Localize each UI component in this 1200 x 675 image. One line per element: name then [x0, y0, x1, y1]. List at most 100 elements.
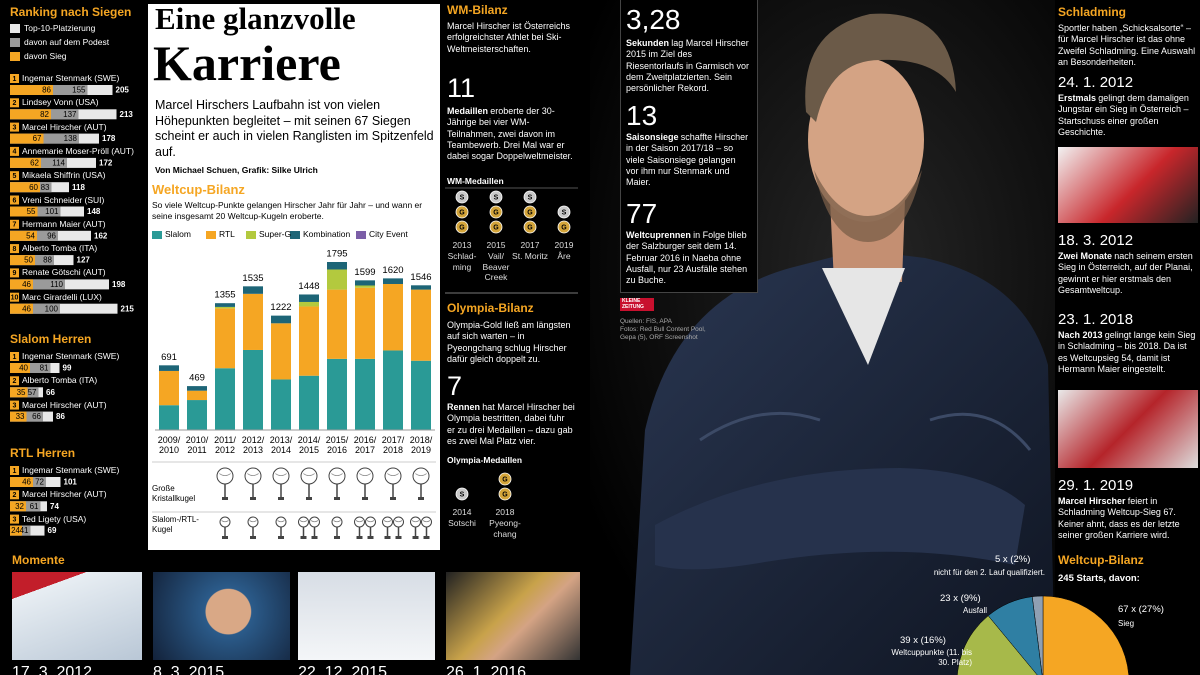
globe-pattern [387, 473, 399, 476]
total-label: 1222 [270, 302, 291, 313]
globe-pattern [422, 520, 431, 523]
x-tick-label: 2017/2018 [381, 435, 405, 456]
legend-label: RTL [219, 229, 235, 239]
x-tick-label: 2009/2010 [157, 435, 181, 456]
bar-segment [411, 360, 431, 430]
body-text: lag Marcel Hirscher 2015 im Ziel des Rie… [626, 38, 750, 93]
event-text: Marcel Hirscher feiert in Schladming Welt… [1058, 496, 1196, 541]
legend-label: Top-10-Platzierung [24, 23, 96, 33]
globe-pattern [411, 520, 420, 523]
medal-letter: G [493, 224, 499, 231]
legend-swatch [152, 231, 162, 239]
total-label: 469 [189, 373, 205, 384]
globe-base [412, 536, 419, 539]
body-text: nach seinem ersten Sieg in Österreich, a… [1058, 251, 1193, 295]
top10-label: 148 [87, 207, 101, 216]
body-text: eroberte der 30-Jährige bei vier WM-Teil… [447, 106, 573, 161]
bar-segment [299, 306, 319, 376]
event-text: Zwei Monate nach seinem ersten Sieg in Ös… [1058, 251, 1196, 296]
podium-label: 114 [52, 159, 65, 168]
lead-word: Nach 2013 [1058, 330, 1103, 340]
bar-segment [299, 294, 319, 302]
athlete-name: Marcel Hirscher (AUT) [22, 399, 107, 410]
globe-pattern [299, 520, 308, 523]
top10-label: 74 [50, 502, 59, 511]
legend-swatch [356, 231, 366, 239]
face [808, 58, 924, 222]
podium-label: 100 [45, 304, 59, 313]
photo [153, 572, 290, 660]
wm-intro: Marcel Hirscher ist Österreichs erfolgre… [447, 21, 571, 54]
globe-group [298, 516, 320, 539]
podium-label: 137 [63, 110, 77, 119]
globe-pattern [394, 520, 403, 523]
legend-swatch [290, 231, 300, 239]
photo [1058, 390, 1198, 468]
event-place: Schlad-ming [447, 251, 477, 272]
event-year: 2017 [520, 240, 540, 250]
big-number: 7 [447, 371, 463, 401]
medal [489, 190, 503, 204]
legend-label: davon auf dem Podest [24, 37, 110, 47]
bar-segment [355, 285, 375, 288]
medal [557, 220, 571, 234]
athlete-name: Alberto Tomba (ITA) [22, 243, 98, 254]
athlete-name: Ingemar Stenmark (SWE) [22, 73, 120, 83]
medal-letter: G [459, 209, 465, 216]
globe-group [384, 467, 402, 500]
event-place: Pyeong-chang [489, 518, 521, 539]
win-bar [10, 133, 44, 144]
globe-base [362, 497, 368, 500]
bar-segment [187, 390, 207, 401]
rank-badge [10, 490, 19, 500]
athlete-name: Marc Girardelli (LUX) [22, 291, 102, 302]
win-bar [10, 477, 33, 487]
globe-pattern [359, 473, 371, 476]
rank-number: 10 [11, 295, 19, 302]
wm-text: Medaillen eroberte der 30-Jährige bei vie… [447, 106, 575, 162]
podium-bar [10, 363, 51, 373]
globe-pattern [355, 520, 364, 523]
photo [1058, 147, 1198, 223]
legend-label: Super-G [259, 229, 292, 239]
fact-text: Saisonsiege schaffte Hirscher in der Sais… [626, 132, 750, 188]
top10-label: 69 [48, 526, 57, 535]
athlete-name: Lindsey Vonn (USA) [22, 97, 99, 108]
athlete-name: Mikaela Shiffrin (USA) [22, 170, 106, 181]
globe-base [222, 536, 228, 539]
globe-base [278, 536, 284, 539]
section-heading: Olympia-Bilanz [447, 301, 534, 315]
body-text: gelingt dem damaligen Jungstar ein Sieg … [1058, 93, 1189, 137]
win-label: 40 [19, 364, 28, 373]
credit-line: Quellen: FIS, APA [620, 318, 672, 325]
lead-word: Marcel Hirscher [1058, 496, 1126, 506]
white-panel [148, 4, 440, 550]
legend-label: Slalom [165, 229, 191, 239]
body-text: gelingt lange kein Sieg in Schladming – … [1058, 330, 1196, 374]
athlete-name: Ingemar Stenmark (SWE) [22, 351, 120, 361]
jacket-folds [699, 411, 1032, 451]
logo-line: KLEINE [622, 298, 641, 304]
lead-word: Erstmals [1058, 93, 1097, 103]
chart-subtitle: So viele Weltcup-Punkte gelangen Hirsche… [152, 200, 423, 221]
athlete-name: Hermann Maier (AUT) [22, 218, 106, 229]
top10-label: 178 [102, 134, 116, 143]
globe-base [384, 536, 391, 539]
crossed-arms [655, 468, 1025, 570]
rank-number: 1 [13, 468, 17, 475]
rank-badge [10, 122, 19, 132]
bar-segment [159, 365, 179, 371]
globe-pattern [383, 520, 392, 523]
globe-pattern [366, 520, 375, 523]
globe-pattern [249, 520, 257, 523]
schladming-intro: Sportler haben „Schicksalsorte“ – für Ma… [1058, 23, 1196, 67]
medal-letter: S [460, 491, 465, 498]
bar-segment [215, 308, 235, 369]
podium-label: 138 [64, 134, 78, 143]
bar-segment [243, 286, 263, 294]
credit-line: Fotos: Red Bull Content Pool, [620, 326, 706, 333]
medal-letter: S [494, 194, 499, 201]
podium-label: 101 [45, 207, 59, 216]
slice-name: Weltcuppunkte (11. bis 30. Platz) [891, 648, 972, 667]
